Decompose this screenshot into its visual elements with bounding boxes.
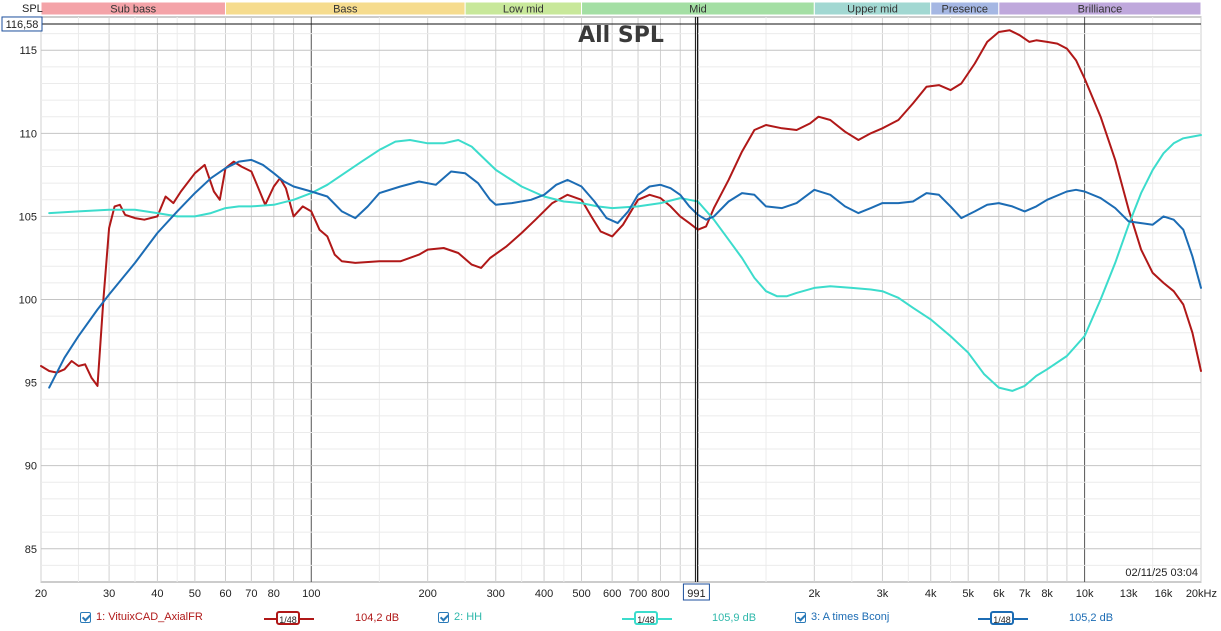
band-label-6: Brilliance (1078, 4, 1123, 16)
series-line-2 (48, 134, 1202, 392)
x-tick-label-50: 50 (189, 588, 201, 600)
x-tick-label-30: 30 (103, 588, 115, 600)
x-tick-label-300: 300 (487, 588, 505, 600)
band-label-4: Upper mid (847, 4, 898, 16)
y-axis-label: SPL (22, 3, 43, 15)
cursor-y-readout: 116,58 (6, 19, 39, 31)
series-1-readout: 104,2 dB (355, 612, 400, 624)
x-tick-label-400: 400 (535, 588, 553, 600)
x-tick-label-800: 800 (651, 588, 669, 600)
band-label-5: Presence (942, 4, 988, 16)
x-tick-label-600: 600 (603, 588, 621, 600)
x-tick-label-40: 40 (151, 588, 163, 600)
legend-item-series-2[interactable]: 2: HH (438, 611, 482, 623)
x-tick-label-13k: 13k (1120, 588, 1138, 600)
x-tick-label-200: 200 (418, 588, 436, 600)
y-tick-label-100: 100 (19, 295, 37, 307)
y-tick-label-105: 105 (19, 211, 37, 223)
x-tick-label-3k: 3k (877, 588, 889, 600)
grid (40, 17, 1202, 582)
x-tick-label-60: 60 (219, 588, 231, 600)
frequency-bands: Sub bass Bass Low mid Mid Upper mid Presence B… (40, 1, 1202, 16)
x-tick-label-8k: 8k (1041, 588, 1053, 600)
cursor-x-readout-box (682, 583, 710, 601)
y-axis-ticks: 85 90 95 100 105 110 115 (19, 45, 37, 556)
timestamp: 02/11/25 03:04 (1125, 567, 1198, 579)
x-tick-label-80: 80 (268, 588, 280, 600)
x-tick-label-7k: 7k (1019, 588, 1031, 600)
y-tick-label-115: 115 (19, 45, 37, 57)
series-1-name: 1: VituixCAD_AxialFR (96, 611, 203, 623)
series-3-readout: 105,2 dB (1069, 612, 1114, 624)
series-2-smoothing: 1/48 (634, 611, 658, 625)
x-tick-label-6k: 6k (993, 588, 1005, 600)
series-lines (40, 29, 1202, 392)
cursor-y-readout-box (1, 16, 43, 32)
x-tick-label-100: 100 (302, 588, 320, 600)
legend: 1: VituixCAD_AxialFR 1/48 104,2 dB 2: HH… (0, 607, 1221, 631)
series-3-name: 3: A times Bconj (811, 611, 890, 623)
x-tick-label-16k: 16k (1155, 588, 1173, 600)
series-line-1 (40, 29, 1202, 387)
x-tick-label-20kHz: 20kHz (1186, 588, 1217, 600)
x-tick-label-700: 700 (629, 588, 647, 600)
band-label-0: Sub bass (110, 4, 156, 16)
band-label-3: Mid (689, 4, 707, 16)
spl-chart: Sub bass Bass Low mid Mid Upper mid Presence B… (1, 1, 1217, 601)
y-tick-label-95: 95 (25, 378, 37, 390)
chart-title: All SPL (578, 23, 664, 48)
series-line-3 (48, 158, 1202, 389)
y-tick-label-110: 110 (19, 128, 37, 140)
cursor[interactable]: 116,58 991 (1, 16, 1201, 601)
series-1-smoothing: 1/48 (276, 611, 300, 625)
y-tick-label-85: 85 (25, 544, 37, 556)
series-3-smoothing-control[interactable]: 1/48 (978, 610, 1028, 628)
x-tick-label-2k: 2k (809, 588, 821, 600)
series-3-checkbox[interactable] (795, 611, 806, 623)
series-2-smoothing-control[interactable]: 1/48 (622, 610, 672, 628)
legend-item-series-3[interactable]: 3: A times Bconj (795, 611, 889, 623)
series-2-readout: 105,9 dB (712, 612, 757, 624)
series-3-smoothing: 1/48 (990, 611, 1014, 625)
series-1-checkbox[interactable] (80, 611, 91, 623)
series-2-name: 2: HH (454, 611, 483, 623)
x-tick-label-20: 20 (35, 588, 47, 600)
band-label-1: Bass (333, 4, 358, 16)
x-axis-ticks: 20 30 40 50 60 70 80 100 200 300 400 500 600 700 800 2k… (35, 588, 1217, 600)
x-tick-label-500: 500 (572, 588, 590, 600)
cursor-x-readout: 991 (687, 588, 705, 600)
x-tick-label-70: 70 (245, 588, 257, 600)
x-tick-label-10k: 10k (1076, 588, 1094, 600)
x-tick-label-4k: 4k (925, 588, 937, 600)
legend-item-series-1[interactable]: 1: VituixCAD_AxialFR (80, 611, 203, 623)
x-tick-label-5k: 5k (962, 588, 974, 600)
y-tick-label-90: 90 (25, 461, 37, 473)
series-1-smoothing-control[interactable]: 1/48 (264, 610, 314, 628)
band-6 (998, 1, 1202, 16)
series-2-checkbox[interactable] (438, 611, 449, 623)
band-label-2: Low mid (503, 4, 544, 16)
